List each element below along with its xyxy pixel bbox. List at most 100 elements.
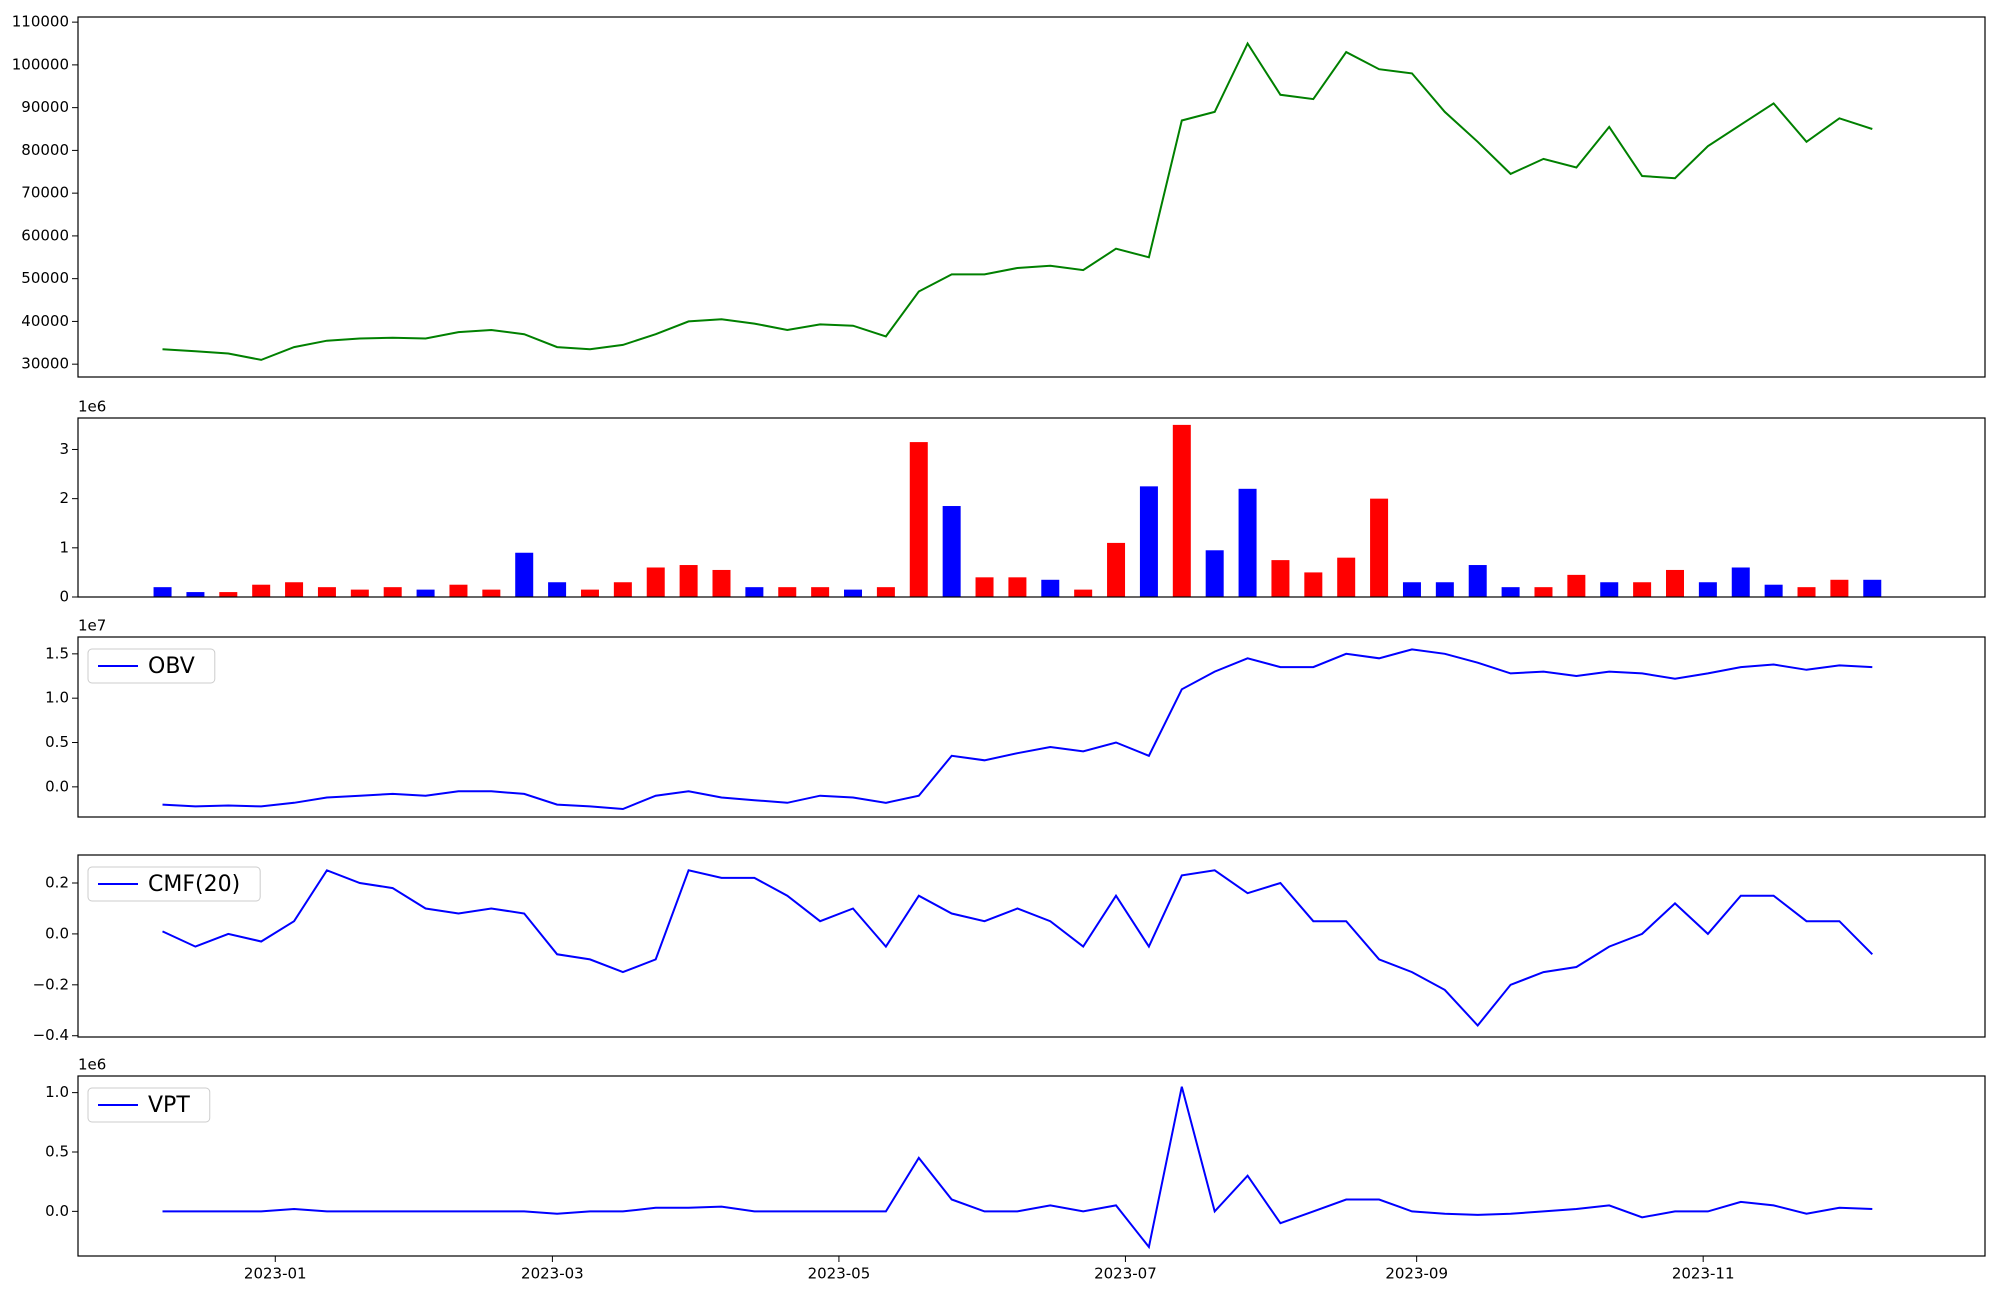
panel: 0.0 0.5 1.0 1.5 1e7 OBV (45, 617, 1986, 818)
volume-bar (876, 587, 895, 597)
legend: CMF(20) (87, 866, 261, 902)
axes-frame (77, 1075, 1986, 1257)
volume-bar (909, 442, 928, 597)
y-tick-label: 60000 (21, 226, 69, 244)
volume-bar (712, 569, 731, 597)
volume-bar (745, 587, 764, 597)
volume-bar (1731, 567, 1750, 597)
legend-box (87, 1087, 211, 1123)
y-tick-label: 1.5 (45, 644, 69, 662)
y-tick-label: 0.0 (45, 777, 69, 795)
y-tick-label: 30000 (21, 355, 69, 373)
x-tick-label: 2023-01 (244, 1265, 307, 1283)
volume-bar (1698, 582, 1717, 597)
y-tick-label: 70000 (21, 184, 69, 202)
volume-bar (1501, 587, 1520, 597)
y-tick-label: 0.0 (45, 924, 69, 942)
line (162, 648, 1873, 811)
volume-bar (613, 582, 632, 597)
volume-bar (811, 587, 830, 597)
y-tick-label: 100000 (12, 55, 69, 73)
line (162, 869, 1874, 1028)
legend-label: OBV (148, 654, 195, 679)
y-tick-label: 1.0 (45, 1083, 69, 1101)
volume-bar (778, 587, 797, 597)
x-tick-label: 2023-09 (1385, 1265, 1448, 1283)
offset-label: 1e6 (78, 398, 106, 416)
legend-box (87, 648, 216, 684)
y-tick-label: 3 (59, 440, 69, 458)
volume-bar (1238, 488, 1257, 597)
volume-bar (1107, 542, 1126, 597)
axes-frame (77, 854, 1986, 1038)
volume-bar (1041, 579, 1060, 597)
y-tick-label: 1 (59, 538, 69, 556)
volume-bar (1008, 577, 1027, 597)
volume-bar (1172, 424, 1191, 597)
legend-label: CMF(20) (148, 872, 240, 897)
volume-bar (1665, 569, 1684, 597)
volume-bar (1534, 587, 1553, 597)
volume-bar (646, 567, 665, 597)
volume-bar (1468, 565, 1487, 597)
x-tick-label: 2023-07 (1094, 1265, 1157, 1283)
legend-label: VPT (148, 1093, 190, 1118)
volume-bar (1830, 579, 1849, 597)
y-tick-label: 90000 (21, 98, 69, 116)
offset-label: 1e6 (78, 1056, 106, 1074)
volume-bar (1271, 560, 1290, 597)
volume-bar (219, 592, 238, 597)
y-tick-label: 0.5 (45, 1142, 69, 1160)
x-tick-label: 2023-11 (1672, 1265, 1735, 1283)
volume-bar (153, 587, 172, 597)
volume-bar (350, 589, 369, 597)
volume-bar (186, 592, 205, 597)
volume-bar (482, 589, 501, 597)
y-tick-label: 0.0 (45, 1202, 69, 1220)
volume-bar (1863, 579, 1882, 597)
legend: OBV (87, 648, 216, 684)
y-tick-label: −0.2 (33, 975, 69, 993)
volume-bar (679, 565, 698, 597)
line (162, 1086, 1873, 1250)
volume-bar (1337, 557, 1356, 597)
volume-bar (942, 506, 961, 597)
legend-box (87, 866, 261, 902)
axes-frame (77, 16, 1986, 378)
y-tick-label: 0 (59, 588, 69, 606)
y-tick-label: −0.4 (33, 1026, 69, 1044)
line (162, 41, 1873, 361)
y-tick-label: 2 (59, 489, 69, 507)
volume-bar (1764, 584, 1783, 597)
volume-bar (580, 589, 599, 597)
panel: 0 1 2 3 1e6 (59, 398, 1986, 606)
y-tick-label: 50000 (21, 269, 69, 287)
volume-bar (1370, 498, 1389, 597)
x-tick-label: 2023-03 (521, 1265, 584, 1283)
legend: VPT (87, 1087, 211, 1123)
y-tick-label: 0.5 (45, 733, 69, 751)
y-tick-label: 80000 (21, 141, 69, 159)
volume-bar (317, 587, 336, 597)
panel: 30000 40000 50000 60000 70000 80000 90000 10000… (12, 13, 1986, 378)
volume-bar (1402, 582, 1421, 597)
volume-bar (1633, 582, 1652, 597)
volume-bar (1074, 589, 1093, 597)
offset-label: 1e7 (78, 617, 106, 635)
volume-bar (515, 552, 534, 597)
panel: −0.4 −0.2 0.0 0.2 CMF(20) (33, 854, 1986, 1044)
volume-bar (1797, 587, 1816, 597)
y-tick-label: 40000 (21, 312, 69, 330)
volume-bar (1600, 582, 1619, 597)
volume-bar (1139, 486, 1158, 597)
volume-bar (449, 584, 468, 597)
volume-bar (844, 589, 863, 597)
y-tick-label: 1.0 (45, 689, 69, 707)
volume-bar (975, 577, 994, 597)
volume-bar (1205, 550, 1224, 597)
volume-bar (252, 584, 271, 597)
volume-bar (548, 582, 567, 597)
axes-frame (77, 636, 1986, 818)
x-tick-label: 2023-05 (808, 1265, 871, 1283)
